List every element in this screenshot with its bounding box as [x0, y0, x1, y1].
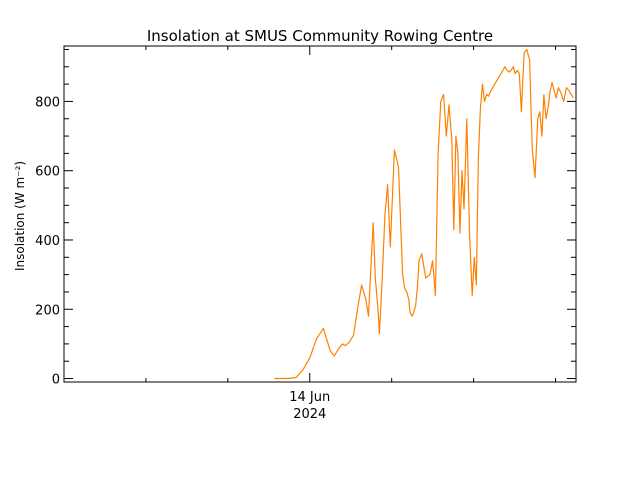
x-axis-tick-labels: 14 Jun 2024 — [289, 390, 330, 422]
y-tick-label: 0 — [52, 373, 60, 388]
y-axis-tick-labels: 0 200 400 600 800 — [35, 95, 60, 387]
y-tick-label: 400 — [35, 234, 60, 249]
y-tick-label: 200 — [35, 303, 60, 318]
series-group — [274, 48, 574, 380]
x-axis-ticks — [145, 46, 557, 382]
x-tick-label-date: 14 Jun — [289, 390, 330, 405]
series-line-insolation — [274, 48, 574, 380]
chart-title: Insolation at SMUS Community Rowing Cent… — [147, 27, 493, 45]
y-tick-label: 800 — [35, 95, 60, 110]
y-axis-label: Insolation (W m⁻²) — [13, 161, 27, 271]
plot-frame — [63, 45, 577, 383]
y-axis-ticks — [64, 48, 576, 380]
x-tick-label-year: 2024 — [293, 407, 326, 422]
y-tick-label: 600 — [35, 165, 60, 180]
